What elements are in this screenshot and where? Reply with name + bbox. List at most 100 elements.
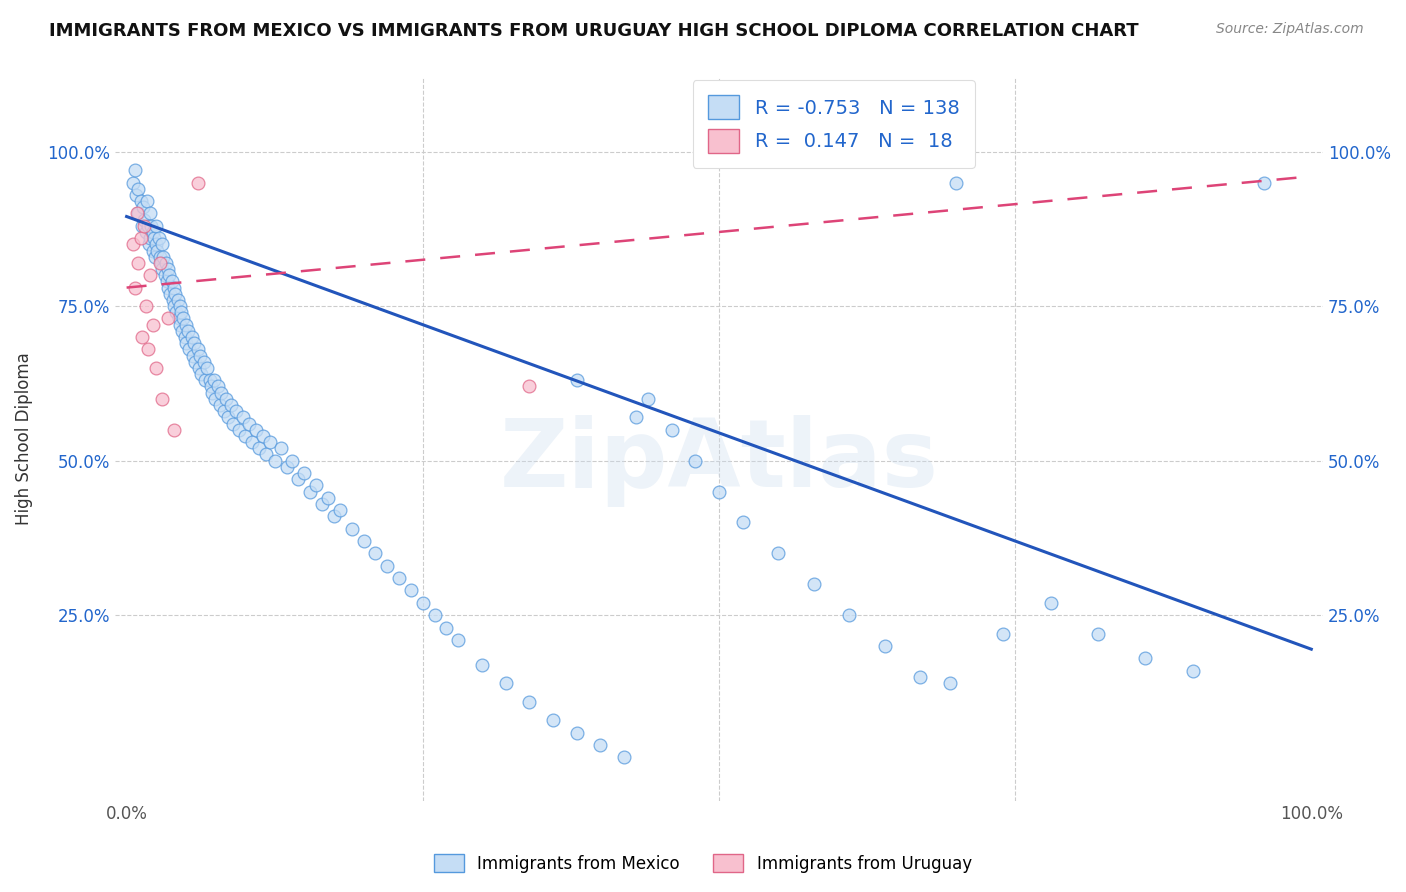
Point: [447, 632, 470, 647]
Point: [910, 670, 932, 684]
Point: [195, 360, 218, 375]
Point: [519, 695, 541, 709]
Point: [252, 429, 274, 443]
Point: [150, 392, 173, 406]
Point: [187, 343, 209, 357]
Point: [311, 497, 333, 511]
Point: [173, 330, 195, 344]
Point: [1181, 664, 1204, 678]
Point: [188, 349, 211, 363]
Point: [149, 256, 172, 270]
Point: [1253, 176, 1275, 190]
Point: [292, 466, 315, 480]
Point: [838, 608, 860, 623]
Point: [254, 448, 277, 462]
Point: [181, 349, 204, 363]
Point: [184, 355, 207, 369]
Point: [399, 583, 422, 598]
Point: [388, 571, 411, 585]
Point: [276, 459, 298, 474]
Point: [165, 305, 187, 319]
Point: [436, 621, 458, 635]
Point: [166, 293, 188, 307]
Point: [139, 231, 162, 245]
Point: [179, 343, 201, 357]
Point: [766, 546, 789, 560]
Point: [142, 225, 165, 239]
Point: [150, 237, 173, 252]
Point: [160, 274, 183, 288]
Point: [287, 472, 309, 486]
Point: [163, 280, 186, 294]
Point: [134, 219, 156, 233]
Point: [495, 676, 517, 690]
Point: [157, 311, 180, 326]
Point: [163, 423, 186, 437]
Point: [225, 404, 247, 418]
Point: [156, 274, 179, 288]
Point: [174, 336, 197, 351]
Point: [172, 311, 194, 326]
Point: [233, 429, 256, 443]
Point: [364, 546, 387, 560]
Point: [187, 176, 209, 190]
Point: [222, 417, 245, 431]
Point: [263, 453, 285, 467]
Point: [180, 330, 202, 344]
Point: [305, 478, 328, 492]
Point: [259, 435, 281, 450]
Point: [172, 324, 194, 338]
Point: [148, 231, 170, 245]
Point: [127, 206, 149, 220]
Point: [149, 250, 172, 264]
Point: [209, 385, 232, 400]
Point: [661, 423, 683, 437]
Point: [142, 231, 165, 245]
Point: [281, 453, 304, 467]
Point: [707, 484, 730, 499]
Point: [136, 219, 159, 233]
Point: [873, 639, 896, 653]
Point: [169, 318, 191, 332]
Point: [135, 225, 157, 239]
Point: [145, 237, 167, 252]
Point: [183, 336, 205, 351]
Point: [198, 373, 221, 387]
Point: [143, 250, 166, 264]
Point: [187, 360, 209, 375]
Point: [150, 262, 173, 277]
Point: [613, 750, 636, 764]
Point: [565, 373, 588, 387]
Point: [125, 187, 148, 202]
Point: [218, 410, 240, 425]
Point: [329, 503, 352, 517]
Point: [124, 163, 146, 178]
Point: [142, 244, 165, 258]
Point: [157, 268, 180, 283]
Point: [121, 176, 143, 190]
Point: [209, 398, 232, 412]
Point: [423, 608, 446, 623]
Point: [212, 404, 235, 418]
Point: [519, 379, 541, 393]
Point: [127, 206, 149, 220]
Point: [1135, 651, 1157, 665]
Point: [152, 250, 174, 264]
Point: [139, 206, 162, 220]
Point: [353, 534, 375, 549]
Point: [247, 442, 270, 456]
Point: [145, 219, 167, 233]
Point: [170, 305, 193, 319]
Point: [136, 343, 159, 357]
Point: [219, 398, 242, 412]
Point: [177, 324, 200, 338]
Point: [945, 176, 967, 190]
Point: [200, 379, 222, 393]
Point: [589, 738, 612, 752]
Point: [565, 725, 588, 739]
Point: [202, 373, 225, 387]
Point: [731, 516, 754, 530]
Point: [167, 311, 190, 326]
Point: [134, 212, 156, 227]
Point: [993, 626, 1015, 640]
